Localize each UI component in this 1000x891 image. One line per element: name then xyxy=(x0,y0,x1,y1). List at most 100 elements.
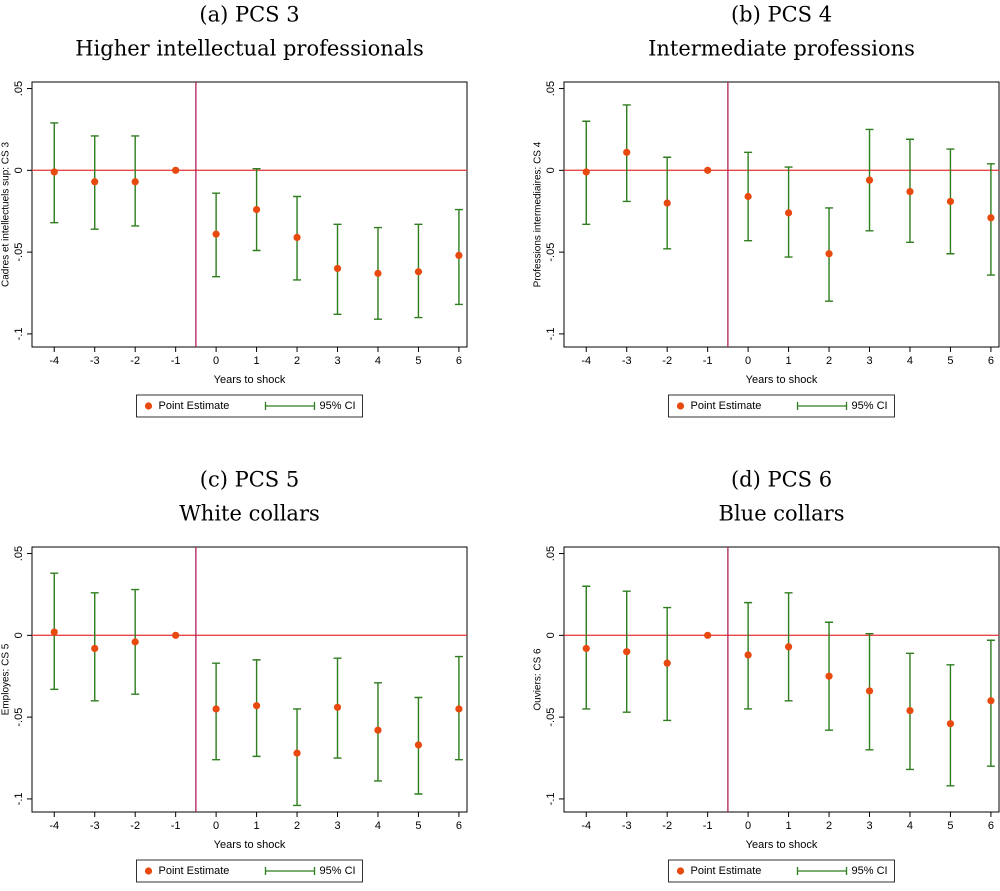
y-tick-label: .05 xyxy=(13,81,25,96)
x-tick-label: 5 xyxy=(947,820,953,832)
chart-title: (c) PCS 5 xyxy=(200,468,299,492)
legend-label: Point Estimate xyxy=(691,865,762,877)
x-tick-label: 1 xyxy=(786,355,792,367)
point-estimate xyxy=(91,644,99,653)
chart-title: (a) PCS 3 xyxy=(199,3,299,27)
point-estimate xyxy=(333,264,342,273)
x-tick-label: -3 xyxy=(622,355,632,367)
chart-subtitle: Higher intellectual professionals xyxy=(75,37,424,61)
point-estimate xyxy=(455,251,463,259)
point-estimate xyxy=(374,269,382,277)
point-estimate xyxy=(293,233,301,242)
point-estimate xyxy=(987,214,995,222)
legend-box xyxy=(136,859,363,883)
x-tick-label: 6 xyxy=(988,820,994,832)
x-tick-label: 0 xyxy=(745,820,751,832)
x-tick-label: -2 xyxy=(662,355,672,367)
x-tick-label: -2 xyxy=(662,820,672,832)
point-estimate xyxy=(172,166,180,174)
x-tick-label: 6 xyxy=(456,820,462,832)
point-estimate xyxy=(865,176,874,184)
legend-box xyxy=(136,394,363,418)
x-tick-label: -2 xyxy=(130,820,140,832)
x-axis-title: Years to shock xyxy=(214,374,286,386)
y-axis-title: Professions intermediaires: CS 4 xyxy=(533,141,544,287)
point-estimate xyxy=(293,749,301,757)
x-tick-label: 3 xyxy=(866,820,872,832)
x-tick-label: 1 xyxy=(254,820,260,832)
y-tick-label: -.1 xyxy=(13,327,25,340)
y-axis-title: Cadres et intellectuels sup: CS 3 xyxy=(1,142,12,288)
x-tick-label: -4 xyxy=(49,820,59,832)
point-estimate xyxy=(744,651,752,659)
y-tick-label: -.1 xyxy=(13,792,25,805)
x-tick-label: -1 xyxy=(171,355,181,367)
point-estimate xyxy=(172,631,180,639)
legend-marker xyxy=(796,867,848,875)
plot-area xyxy=(31,546,468,813)
x-tick-label: 3 xyxy=(866,355,872,367)
legend-label: Point Estimate xyxy=(691,400,762,412)
point-estimate xyxy=(744,192,752,201)
plot-area xyxy=(563,81,1000,348)
x-tick-label: 2 xyxy=(826,820,832,832)
point-estimate xyxy=(50,628,58,636)
point-estimate xyxy=(825,250,833,258)
x-tick-label: 6 xyxy=(988,355,994,367)
x-tick-label: 4 xyxy=(907,355,913,367)
point-estimate xyxy=(946,720,955,728)
point-estimate xyxy=(131,178,139,186)
x-tick-label: 4 xyxy=(375,820,381,832)
point-estimate xyxy=(582,644,590,653)
x-tick-label: 2 xyxy=(294,355,300,367)
point-estimate xyxy=(906,706,914,715)
legend-label: 95% CI xyxy=(320,400,356,412)
y-tick-label: -.05 xyxy=(545,243,557,262)
point-estimate xyxy=(623,648,631,656)
y-tick-label: .05 xyxy=(545,546,557,561)
plot-area xyxy=(563,546,1000,813)
legend-marker xyxy=(264,867,316,875)
legend-label: Point Estimate xyxy=(159,865,230,877)
x-tick-label: 2 xyxy=(294,820,300,832)
x-tick-label: 2 xyxy=(826,355,832,367)
chart-subtitle: Blue collars xyxy=(719,502,845,526)
plot-area xyxy=(31,81,468,348)
x-tick-label: 4 xyxy=(907,820,913,832)
point-estimate xyxy=(212,230,220,238)
point-estimate xyxy=(987,697,995,705)
x-tick-label: -2 xyxy=(130,355,140,367)
y-axis-title: Employes: CS 5 xyxy=(1,643,12,715)
y-tick-label: 0 xyxy=(545,167,557,173)
x-tick-label: -4 xyxy=(581,820,591,832)
x-tick-label: -3 xyxy=(90,820,100,832)
x-tick-label: 5 xyxy=(947,355,953,367)
y-tick-label: -.05 xyxy=(13,708,25,727)
x-tick-label: 5 xyxy=(415,355,421,367)
x-axis-title: Years to shock xyxy=(746,839,818,851)
legend-box xyxy=(668,859,895,883)
legend-label: 95% CI xyxy=(852,865,888,877)
x-tick-label: 0 xyxy=(745,355,751,367)
point-estimate xyxy=(374,726,382,734)
point-estimate xyxy=(582,168,590,176)
chart-subtitle: White collars xyxy=(179,502,320,526)
x-tick-label: 5 xyxy=(415,820,421,832)
x-tick-label: -3 xyxy=(622,820,632,832)
point-estimate xyxy=(455,705,463,713)
chart-title: (d) PCS 6 xyxy=(731,468,832,492)
y-tick-label: 0 xyxy=(13,167,25,173)
point-estimate xyxy=(91,178,99,186)
x-axis-title: Years to shock xyxy=(214,839,286,851)
x-tick-label: 6 xyxy=(456,355,462,367)
point-estimate xyxy=(704,631,712,639)
point-estimate xyxy=(252,702,261,710)
legend-marker xyxy=(796,402,848,410)
point-estimate xyxy=(50,168,58,176)
legend-box xyxy=(668,394,895,418)
point-estimate xyxy=(414,741,423,749)
point-estimate xyxy=(865,687,874,695)
point-estimate xyxy=(623,148,631,156)
legend-label: Point Estimate xyxy=(159,400,230,412)
y-tick-label: -.1 xyxy=(545,327,557,340)
